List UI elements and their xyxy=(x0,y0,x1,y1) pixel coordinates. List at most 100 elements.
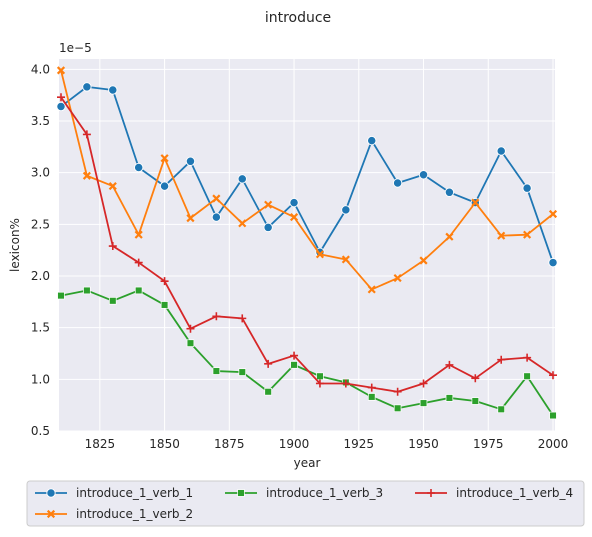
x-tick-label: 1825 xyxy=(85,437,116,451)
legend-label: introduce_1_verb_4 xyxy=(456,486,573,500)
data-point xyxy=(108,85,118,95)
data-point xyxy=(367,393,376,401)
data-point xyxy=(160,154,169,163)
series-introduce_1_verb_4 xyxy=(57,93,557,396)
data-point xyxy=(392,178,403,188)
legend-item: introduce_1_verb_4 xyxy=(415,486,573,500)
data-point xyxy=(341,255,350,264)
x-tick-label: 1925 xyxy=(344,437,375,451)
data-point xyxy=(367,285,376,294)
data-point xyxy=(134,286,143,295)
data-point xyxy=(57,291,65,300)
data-point xyxy=(290,361,298,369)
data-point xyxy=(497,405,505,414)
data-point xyxy=(316,372,324,380)
y-tick-label: 0.5 xyxy=(31,424,50,438)
data-point xyxy=(237,489,245,497)
data-point xyxy=(419,379,428,388)
legend-item: introduce_1_verb_2 xyxy=(35,507,193,521)
data-point xyxy=(522,183,532,193)
data-point xyxy=(46,488,56,498)
data-point xyxy=(56,66,66,75)
series-line xyxy=(60,96,554,393)
data-point xyxy=(289,197,299,208)
legend-label: introduce_1_verb_1 xyxy=(76,486,193,500)
data-point xyxy=(82,82,92,92)
x-tick-label: 1875 xyxy=(214,437,245,451)
data-point xyxy=(393,273,402,283)
data-point xyxy=(445,360,454,369)
data-point xyxy=(548,257,558,268)
data-point xyxy=(341,379,350,388)
data-point xyxy=(264,387,272,396)
data-point xyxy=(548,209,558,219)
legend-label: introduce_1_verb_3 xyxy=(266,486,383,500)
data-point xyxy=(367,383,376,392)
data-point xyxy=(290,351,299,360)
data-point xyxy=(83,286,91,295)
x-tick-label: 1950 xyxy=(408,437,439,451)
data-point xyxy=(497,231,506,240)
data-point xyxy=(212,312,221,321)
data-point xyxy=(315,250,325,259)
x-tick-label: 1975 xyxy=(473,437,504,451)
y-axis-label: lexicon% xyxy=(8,218,22,272)
data-point xyxy=(341,205,351,215)
data-point xyxy=(445,232,454,241)
data-point xyxy=(212,367,221,375)
y-tick-label: 4.0 xyxy=(31,62,50,76)
data-point xyxy=(82,130,91,139)
y-tick-labels: 0.5 1.0 1.5 2.0 2.5 3.0 3.5 4.0 xyxy=(31,62,50,438)
data-point xyxy=(82,171,91,180)
y-tick-label: 1.5 xyxy=(31,321,50,335)
data-point xyxy=(444,187,455,197)
data-point xyxy=(315,379,324,388)
data-point xyxy=(496,146,506,156)
data-point xyxy=(57,93,65,102)
data-point xyxy=(367,135,377,146)
y-scale-label: 1e−5 xyxy=(59,41,92,55)
data-point xyxy=(523,372,531,380)
data-point xyxy=(264,359,273,368)
data-point xyxy=(46,509,56,519)
data-point xyxy=(445,394,454,402)
y-tick-label: 3.5 xyxy=(31,114,50,128)
x-tick-label: 2000 xyxy=(538,437,569,451)
data-point xyxy=(237,174,247,184)
series-group xyxy=(56,66,558,420)
grid-lines xyxy=(59,59,555,432)
data-point xyxy=(212,194,221,203)
data-point xyxy=(393,387,402,396)
x-axis-label: year xyxy=(294,456,321,470)
data-point xyxy=(186,324,195,333)
data-point xyxy=(159,181,170,191)
data-point xyxy=(471,397,480,405)
data-point xyxy=(108,242,117,251)
data-point xyxy=(186,339,195,347)
x-tick-label: 1900 xyxy=(279,437,310,451)
y-tick-label: 2.5 xyxy=(31,217,50,231)
data-point xyxy=(523,230,532,239)
y-tick-label: 3.0 xyxy=(31,166,50,180)
data-point xyxy=(393,404,402,413)
series-introduce_1_verb_2 xyxy=(56,66,558,294)
chart-title: introduce xyxy=(265,10,331,26)
data-point xyxy=(549,411,557,420)
data-point xyxy=(497,355,506,364)
data-point xyxy=(419,256,428,265)
data-point xyxy=(134,162,144,173)
data-point xyxy=(263,222,273,233)
legend-item: introduce_1_verb_1 xyxy=(35,486,193,500)
data-point xyxy=(471,198,480,207)
data-point xyxy=(238,368,247,376)
x-tick-label: 1850 xyxy=(149,437,180,451)
data-point xyxy=(427,489,435,497)
data-point xyxy=(134,258,143,267)
data-point xyxy=(134,230,143,239)
data-point xyxy=(160,277,169,286)
data-point xyxy=(289,213,299,222)
y-tick-label: 1.0 xyxy=(31,372,50,386)
data-point xyxy=(56,101,66,112)
y-tick-label: 2.0 xyxy=(31,269,50,283)
